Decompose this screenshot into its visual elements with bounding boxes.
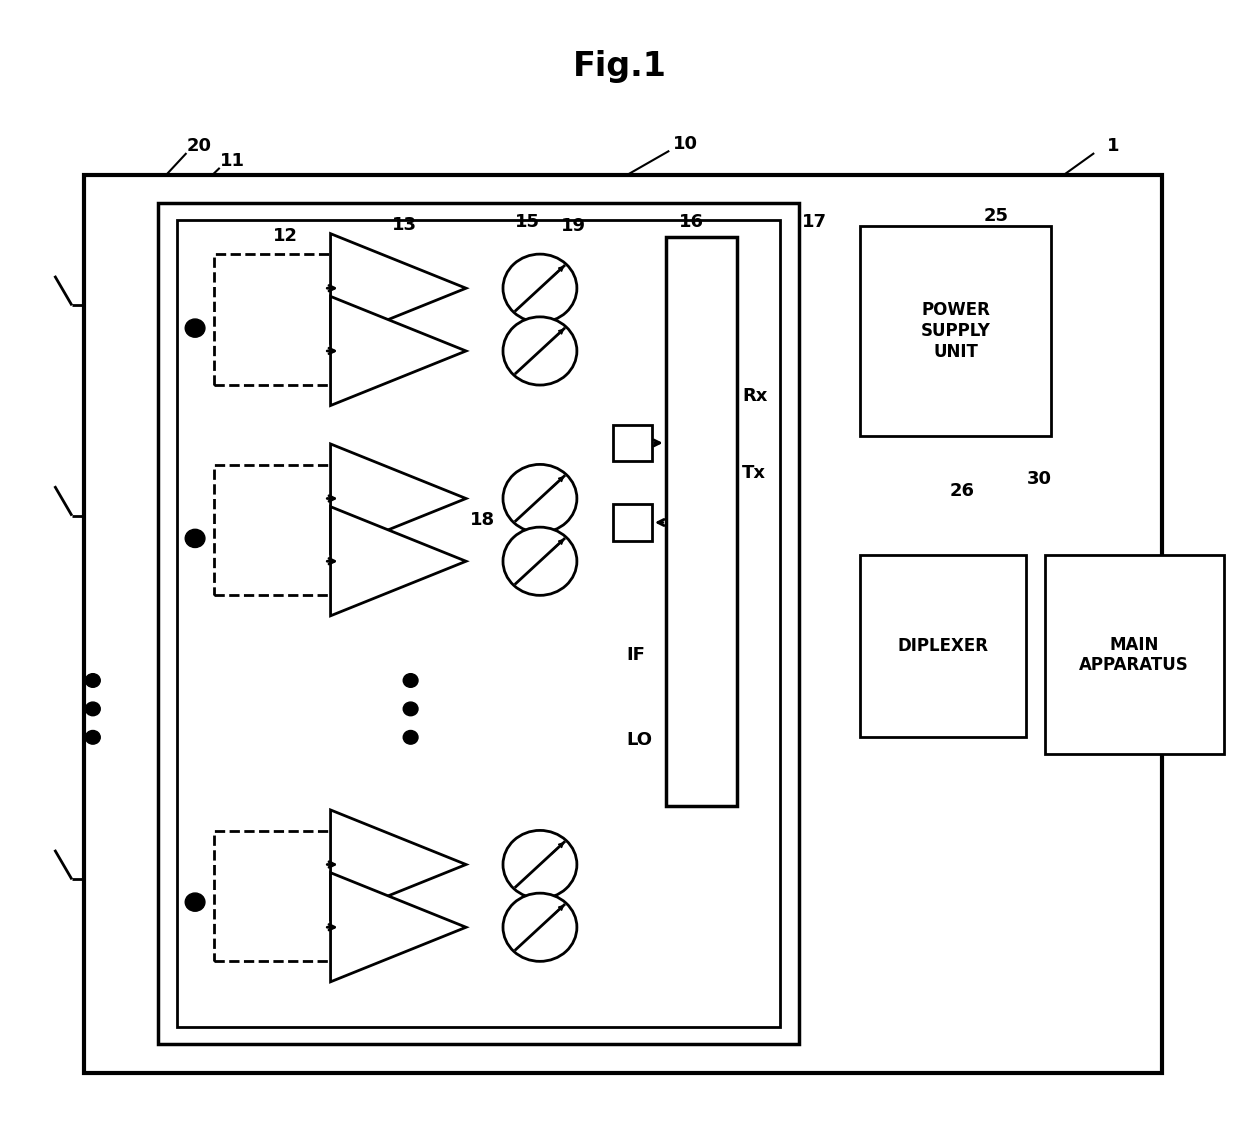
Text: Fig.1: Fig.1 [573,50,667,84]
Text: 11: 11 [219,152,244,169]
Text: 14: 14 [331,358,356,377]
Circle shape [503,527,577,595]
Bar [213,465,331,595]
Text: DIPLEXER: DIPLEXER [898,638,988,655]
Bar [861,555,1027,737]
Circle shape [185,529,205,547]
Text: 26: 26 [950,482,975,499]
Circle shape [86,673,100,687]
Text: 15: 15 [516,213,541,231]
Bar [1045,555,1224,755]
Bar [159,203,799,1044]
Bar [176,220,780,1027]
Bar [666,237,737,806]
Bar [613,425,652,461]
Bar [613,504,652,540]
Text: IF: IF [626,646,645,664]
Text: 17: 17 [802,213,827,231]
Circle shape [503,317,577,385]
Text: 10: 10 [673,135,698,153]
Bar [84,175,1162,1073]
Text: 25: 25 [983,206,1008,224]
Polygon shape [331,297,466,405]
Bar [213,830,331,962]
Text: MAIN
APPARATUS: MAIN APPARATUS [1079,635,1189,674]
Text: 16: 16 [680,213,704,231]
Circle shape [503,465,577,532]
Text: 20: 20 [186,137,212,156]
Text: 30: 30 [1027,471,1052,488]
Polygon shape [331,872,466,981]
Polygon shape [331,444,466,553]
Polygon shape [331,507,466,616]
Circle shape [403,673,418,687]
Circle shape [403,731,418,744]
Text: 12: 12 [273,227,298,245]
Text: 1: 1 [1106,137,1118,156]
Circle shape [403,702,418,716]
Circle shape [503,830,577,899]
Text: 18: 18 [470,511,495,529]
Text: 13: 13 [392,215,417,234]
Polygon shape [331,234,466,342]
Circle shape [503,254,577,323]
Polygon shape [331,810,466,919]
Circle shape [86,702,100,716]
Text: Rx: Rx [742,387,768,405]
Text: 19: 19 [560,216,585,235]
Bar [861,226,1052,436]
Text: LO: LO [626,732,652,749]
Text: Tx: Tx [742,464,766,482]
Circle shape [185,893,205,911]
Circle shape [86,731,100,744]
Circle shape [503,893,577,962]
Bar [213,254,331,385]
Text: POWER
SUPPLY
UNIT: POWER SUPPLY UNIT [920,301,991,361]
Circle shape [185,319,205,338]
